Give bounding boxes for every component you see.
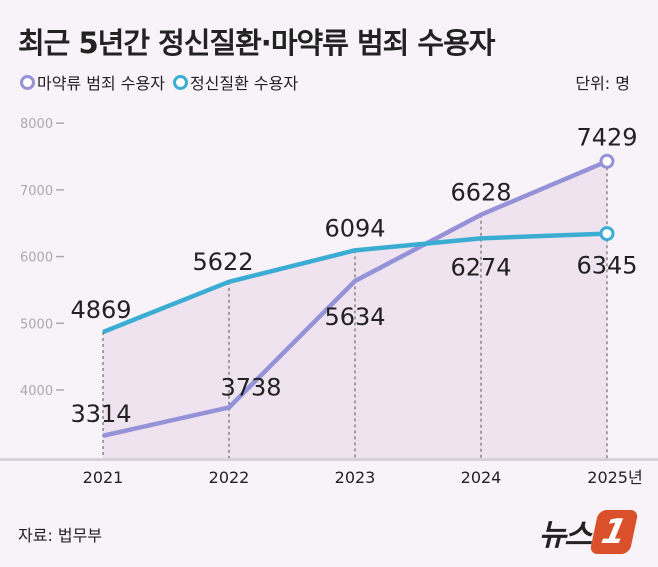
chart-title: 최근 5년간 정신질환·마약류 범죄 수용자	[18, 26, 495, 60]
data-label: 6345	[576, 252, 637, 280]
legend-item-mental: 정신질환 수용자	[172, 70, 299, 94]
data-label: 6094	[324, 214, 385, 242]
data-label: 5634	[324, 303, 385, 331]
x-axis-band	[0, 458, 658, 461]
unit-label: 단위: 명	[575, 74, 630, 93]
x-tick-label: 2022	[209, 468, 250, 487]
y-tick-label: 4000	[20, 384, 53, 399]
end-marker-0	[599, 153, 615, 169]
legend: 마약류 범죄 수용자 정신질환 수용자	[20, 70, 298, 94]
data-label: 4869	[70, 296, 131, 324]
y-tick-label: 7000	[20, 184, 53, 199]
legend-label-drug: 마약류 범죄 수용자	[37, 74, 165, 93]
y-tick-label: 6000	[20, 251, 53, 266]
data-label: 7429	[576, 123, 637, 151]
source-label: 자료: 법무부	[18, 526, 103, 545]
legend-marker-drug-icon	[20, 74, 35, 90]
data-label: 6274	[450, 253, 511, 281]
y-tick-label: 5000	[20, 317, 53, 332]
end-marker-1	[599, 226, 615, 242]
data-label: 6628	[450, 179, 511, 207]
x-tick-label: 2023	[335, 468, 376, 487]
legend-label-mental: 정신질환 수용자	[189, 74, 299, 93]
y-tick-label: 8000	[20, 117, 53, 132]
x-tick-label: 2025년	[587, 468, 642, 487]
data-label: 3314	[70, 400, 131, 428]
legend-marker-mental-icon	[172, 74, 188, 90]
legend-item-drug: 마약류 범죄 수용자	[20, 70, 165, 94]
x-tick-label: 2021	[83, 468, 124, 487]
series-line-0	[102, 159, 608, 438]
series-line-1	[102, 231, 608, 335]
news1-logo: 뉴스 1	[539, 510, 639, 554]
x-tick-label: 2024	[461, 468, 502, 487]
data-label: 3738	[220, 373, 281, 401]
data-label: 5622	[192, 248, 253, 276]
